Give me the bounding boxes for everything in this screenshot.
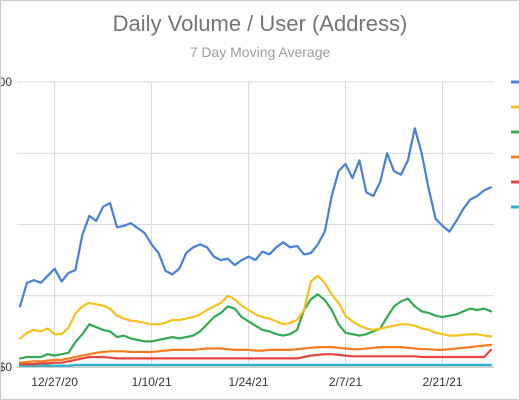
series-line bbox=[18, 363, 493, 367]
series-line bbox=[18, 348, 493, 366]
y-tick-label: $0 bbox=[1, 360, 12, 374]
series-line bbox=[18, 127, 493, 308]
series-line bbox=[18, 343, 493, 364]
x-tick-label: 1/10/21 bbox=[132, 375, 172, 389]
x-tick-label: 2/7/21 bbox=[329, 375, 363, 389]
x-tick-label: 12/27/20 bbox=[31, 375, 78, 389]
chart-title: Daily Volume / User (Address) bbox=[112, 11, 408, 36]
series-line bbox=[18, 293, 493, 360]
x-tick-label: 1/24/21 bbox=[229, 375, 269, 389]
chart-subtitle: 7 Day Moving Average bbox=[189, 44, 331, 60]
series-line bbox=[18, 274, 493, 340]
y-tick-label: $00 bbox=[1, 75, 12, 89]
x-tick-label: 2/21/21 bbox=[422, 375, 462, 389]
